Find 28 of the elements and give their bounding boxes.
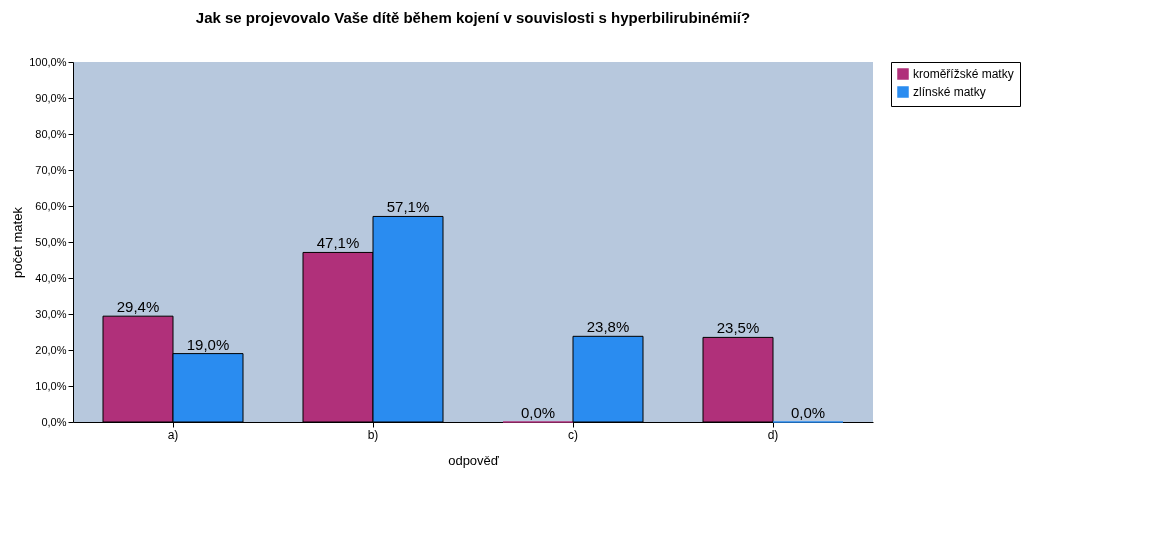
y-tick-label: 50,0% <box>35 235 67 248</box>
y-tick-label: 20,0% <box>35 343 67 356</box>
data-label: 0,0% <box>790 404 826 421</box>
y-tick-label: 60,0% <box>35 199 67 212</box>
y-axis-title: počet matek <box>10 206 26 278</box>
y-tick-label: 0,0% <box>41 415 67 428</box>
x-axis-title: odpověď <box>448 452 500 468</box>
x-tick-label: b) <box>367 427 379 442</box>
y-tick-label: 40,0% <box>35 271 67 284</box>
data-label: 0,0% <box>520 404 556 421</box>
legend-label: zlínské matky <box>913 85 986 99</box>
y-tick-label: 80,0% <box>35 127 67 140</box>
data-label: 19,0% <box>186 335 230 353</box>
data-label: 57,1% <box>386 198 430 216</box>
y-tick-label: 30,0% <box>35 307 67 320</box>
chart-title: Jak se projevovalo Vaše dítě během kojení v souvislosti s hyperbilirubinémií? <box>195 9 751 26</box>
data-label: 23,8% <box>586 318 630 336</box>
legend-label: kroměřížské matky <box>913 67 1014 81</box>
data-label: 29,4% <box>116 298 160 316</box>
x-tick-label: c) <box>568 427 578 442</box>
y-tick-label: 70,0% <box>35 163 67 176</box>
data-label: 47,1% <box>316 234 360 252</box>
data-label: 23,5% <box>716 319 760 337</box>
x-tick-label: d) <box>767 427 779 442</box>
y-tick-label: 90,0% <box>35 91 67 104</box>
y-tick-label: 10,0% <box>35 379 67 392</box>
y-tick-label: 100,0% <box>29 55 67 68</box>
x-tick-label: a) <box>167 427 179 442</box>
